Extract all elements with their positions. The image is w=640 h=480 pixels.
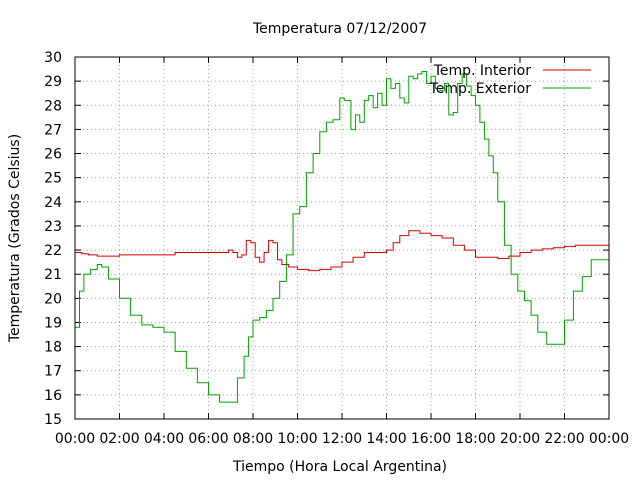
x-tick-label: 16:00 xyxy=(411,431,451,447)
grid xyxy=(75,57,609,419)
y-tick-label: 27 xyxy=(44,122,62,138)
legend-label-interior: Temp. Interior xyxy=(433,63,532,79)
y-tick-label: 28 xyxy=(44,98,62,114)
y-tick-label: 20 xyxy=(44,291,62,307)
x-tick-label: 12:00 xyxy=(322,431,362,447)
plot-frame xyxy=(74,56,610,420)
y-tick-label: 22 xyxy=(44,243,62,259)
y-tick-label: 23 xyxy=(44,219,62,235)
series-line-temp-interior xyxy=(75,230,609,272)
y-axis-label: Temperatura (Grados Celsius) xyxy=(7,134,23,343)
chart-title: Temperatura 07/12/2007 xyxy=(252,21,427,37)
y-tick-label: 19 xyxy=(44,315,62,331)
series-line-temp-exterior xyxy=(75,71,609,403)
y-tick-label: 26 xyxy=(44,147,62,163)
x-tick-label: 06:00 xyxy=(188,431,228,447)
x-tick-label: 18:00 xyxy=(455,431,495,447)
y-tick-label: 25 xyxy=(44,171,62,187)
y-tick-label: 21 xyxy=(44,267,62,283)
y-tick-label: 30 xyxy=(44,50,62,66)
legend-label-exterior: Temp. Exterior xyxy=(429,81,532,97)
x-tick-label: 00:00 xyxy=(55,431,95,447)
y-tick-label: 15 xyxy=(44,412,62,428)
x-tick-label: 04:00 xyxy=(144,431,184,447)
x-axis-label: Tiempo (Hora Local Argentina) xyxy=(232,459,447,475)
y-tick-label: 29 xyxy=(44,74,62,90)
y-axis-ticks: 15 16 17 18 19 20 21 22 23 24 25 26 27 28 29 30 xyxy=(44,50,609,428)
x-tick-label: 14:00 xyxy=(366,431,406,447)
x-tick-label: 20:00 xyxy=(500,431,540,447)
x-tick-label: 00:00 xyxy=(589,431,629,447)
x-tick-label: 10:00 xyxy=(277,431,317,447)
x-tick-label: 02:00 xyxy=(99,431,139,447)
x-axis-ticks: 00:00 02:00 04:00 06:00 08:00 10:00 12:00 14:00… xyxy=(55,57,629,447)
legend: Temp. Interior Temp. Exterior xyxy=(429,63,591,97)
y-tick-label: 17 xyxy=(44,364,62,380)
y-tick-label: 18 xyxy=(44,340,62,356)
x-tick-label: 08:00 xyxy=(233,431,273,447)
y-tick-label: 16 xyxy=(44,388,62,404)
x-tick-label: 22:00 xyxy=(544,431,584,447)
series-lines xyxy=(75,71,609,403)
y-tick-label: 24 xyxy=(44,195,62,211)
